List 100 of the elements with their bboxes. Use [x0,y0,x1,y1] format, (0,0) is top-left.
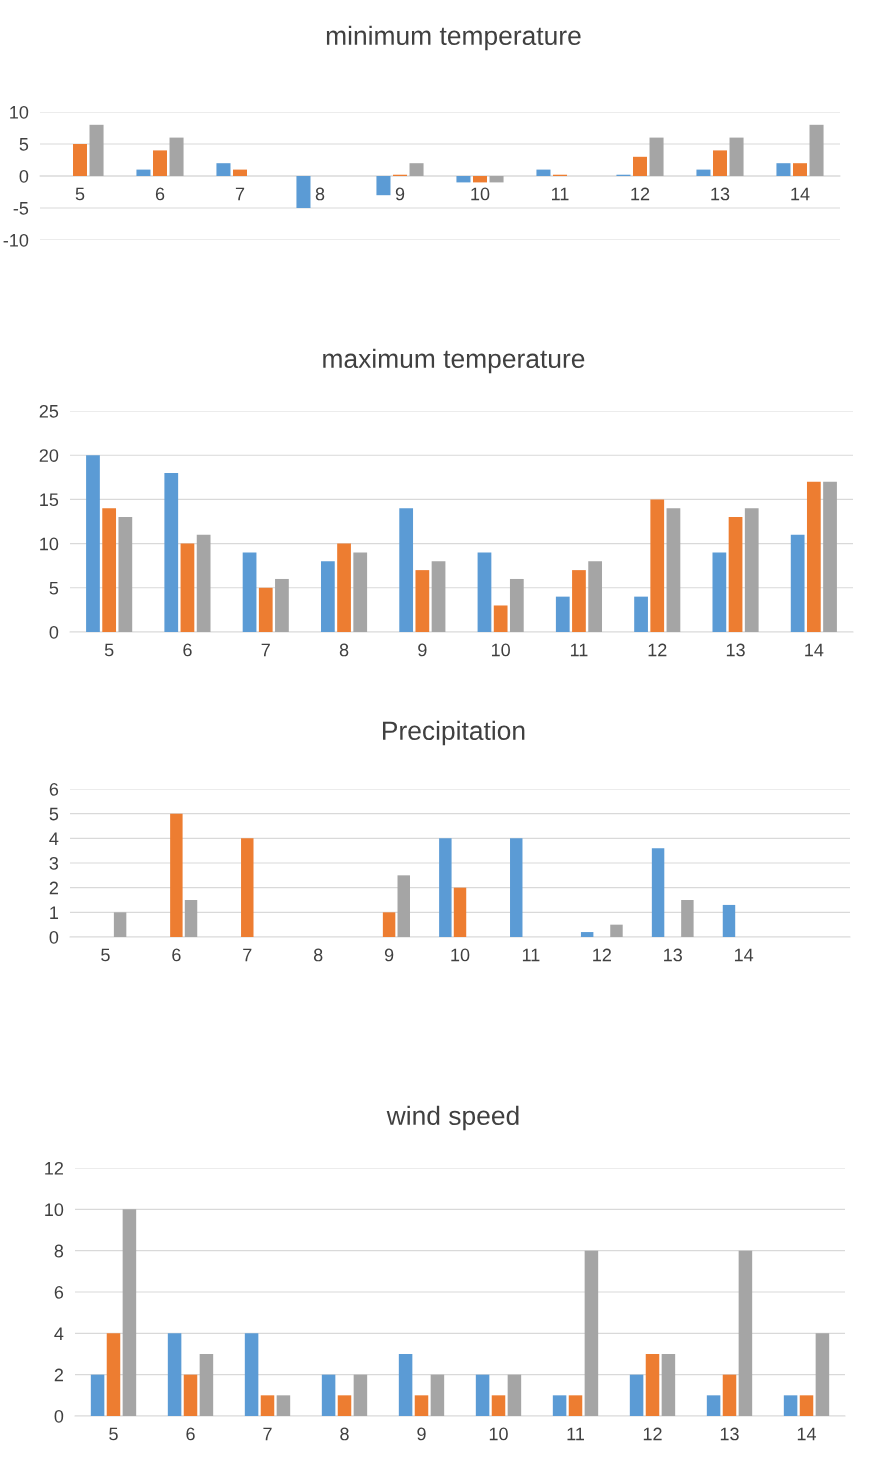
y-tick-label: 10 [40,537,59,551]
bar [398,1354,413,1416]
bar [629,1374,644,1416]
bar [232,169,248,176]
x-tick-label: 6 [172,948,181,962]
bar [409,163,424,176]
bar [815,1333,830,1416]
bar [729,137,744,176]
bar [382,912,396,937]
bar [170,813,183,937]
bar [376,176,391,196]
bar [241,838,254,937]
y-tick-label: 2 [49,881,58,895]
y-tick-label: 0 [54,1409,64,1423]
bar [453,887,467,937]
bar [650,499,665,632]
y-tick-label: 10 [10,105,29,119]
bar [167,1333,182,1416]
bar [86,455,100,632]
x-tick-label: 13 [664,948,682,962]
bar [744,508,759,632]
x-tick-label: 5 [75,187,85,201]
bar [113,912,127,937]
bar [414,1395,429,1416]
bar [136,169,151,176]
bar [397,875,410,937]
bar [790,534,805,632]
bar [184,900,198,937]
bar [276,1395,291,1416]
x-tick-label: 11 [567,1427,584,1441]
bar [722,904,736,937]
bar [196,534,211,632]
x-tick-label: 8 [339,643,349,657]
y-tick-label: -10 [3,233,29,247]
bar [122,1209,137,1416]
bar [649,137,664,176]
bar [337,543,351,632]
bar [666,508,681,632]
bar [568,1395,583,1416]
x-tick-label: 5 [101,948,110,962]
bar [472,176,488,183]
bar [152,150,168,176]
bar [491,1395,506,1416]
x-tick-label: 7 [235,187,245,201]
x-tick-label: 10 [471,187,490,201]
bar [610,924,623,937]
x-tick-label: 12 [648,643,667,657]
x-tick-label: 8 [340,1427,349,1441]
x-tick-label: 13 [711,187,730,201]
bar [823,481,837,632]
bar [632,156,648,176]
y-tick-label: 25 [39,404,59,418]
y-tick-label: 5 [49,807,59,821]
bar [260,1395,275,1416]
bar [439,838,452,937]
y-tick-label: 10 [45,1203,64,1217]
y-tick-label: 5 [49,581,59,595]
y-tick-label: 1 [50,906,59,919]
x-tick-label: 9 [395,187,405,201]
bar [89,124,104,176]
bar [242,552,257,632]
y-tick-label: 12 [45,1161,63,1175]
bar [783,1395,798,1416]
x-tick-label: 10 [451,948,470,962]
bar [320,561,335,632]
bar [106,1333,121,1416]
y-tick-label: 8 [54,1244,64,1258]
x-tick-label: 11 [522,948,540,962]
bar [244,1333,259,1416]
bar [806,481,821,632]
bar [580,932,594,937]
bar [353,552,368,632]
x-tick-label: 6 [183,643,192,657]
y-tick-label: 6 [54,1285,64,1299]
x-tick-label: 7 [243,948,252,962]
bar [477,552,492,632]
x-tick-label: 5 [109,1427,118,1441]
x-tick-label: 11 [570,643,588,657]
bar [489,176,504,183]
chart-title: maximum temperature [323,348,585,374]
x-tick-label: 10 [489,1427,508,1441]
bar [180,543,195,632]
x-tick-label: 7 [261,643,270,657]
bar [456,176,471,183]
bar [681,900,694,937]
bar [118,517,133,632]
x-tick-label: 12 [643,1427,662,1441]
x-tick-label: 13 [726,643,745,657]
x-tick-label: 9 [418,643,427,657]
x-tick-label: 12 [593,948,611,962]
bar [430,1374,445,1416]
bar [507,1374,522,1416]
x-tick-label: 7 [263,1427,272,1441]
bar [296,176,311,208]
x-tick-label: 8 [315,187,325,201]
bar [183,1374,198,1416]
bar [90,1374,105,1416]
y-tick-label: 5 [19,138,29,151]
bar [706,1395,721,1416]
x-tick-label: 11 [552,187,569,201]
